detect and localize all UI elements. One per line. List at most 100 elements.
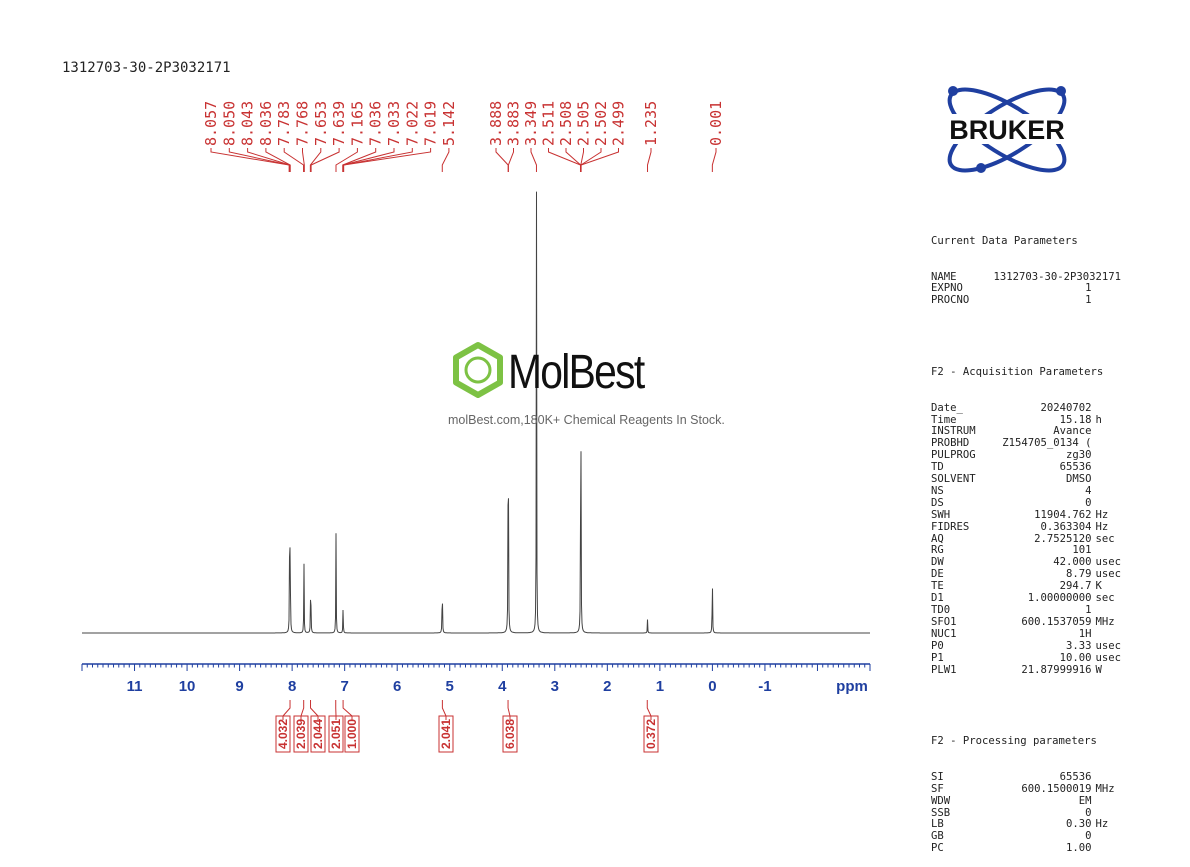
param-value: 600.1500019 xyxy=(986,784,1092,796)
peak-label: 7.019 xyxy=(422,101,440,146)
proc-params-header: F2 - Processing parameters xyxy=(931,736,1121,748)
x-axis-label: ppm xyxy=(836,678,868,695)
param-value: 20240702 xyxy=(986,403,1092,415)
peak-connector xyxy=(248,148,290,172)
peak-label: 7.033 xyxy=(385,101,403,146)
integral-value: 2.051 xyxy=(329,719,343,749)
param-unit xyxy=(1092,426,1121,438)
param-key: PLW1 xyxy=(931,665,986,677)
param-value: DMSO xyxy=(986,474,1092,486)
integral-connector xyxy=(508,700,510,720)
param-value: 0.363304 xyxy=(986,522,1092,534)
peak-connector xyxy=(581,148,618,172)
peak-connector xyxy=(531,148,536,172)
param-value: 1 xyxy=(986,295,1092,307)
tick-label: 6 xyxy=(393,678,401,695)
peak-label: 7.639 xyxy=(330,101,348,146)
param-key: PC xyxy=(931,843,986,855)
peak-label: 0.001 xyxy=(707,101,725,146)
tick-label: 8 xyxy=(288,678,296,695)
param-unit xyxy=(1092,843,1121,855)
peak-connector xyxy=(648,148,651,172)
tick-label: 7 xyxy=(340,678,348,695)
peak-label: 2.499 xyxy=(610,101,628,146)
integral-connector xyxy=(343,700,352,720)
peak-label: 7.036 xyxy=(367,101,385,146)
peak-label: 2.502 xyxy=(592,101,610,146)
peak-label: 7.165 xyxy=(348,101,366,146)
integral-value: 0.372 xyxy=(644,719,658,749)
benzene-hexagon-icon xyxy=(448,340,508,400)
integral-value: 6.038 xyxy=(503,719,517,749)
param-value: 1H xyxy=(986,629,1092,641)
peak-connector xyxy=(284,148,303,172)
peak-connector xyxy=(310,148,320,172)
tick-label: -1 xyxy=(758,678,771,695)
integral-value: 2.044 xyxy=(311,719,325,749)
param-key: SI xyxy=(931,772,986,784)
tick-label: 5 xyxy=(446,678,454,695)
param-unit xyxy=(1092,486,1121,498)
peak-label: 3.888 xyxy=(487,101,505,146)
peak-label: 7.022 xyxy=(403,101,421,146)
param-key: SF xyxy=(931,784,986,796)
param-value: 65536 xyxy=(986,772,1092,784)
peak-label: 7.768 xyxy=(294,101,312,146)
param-value: 0.30 xyxy=(986,819,1092,831)
param-unit: sec xyxy=(1092,534,1121,546)
watermark-brand: MolBest xyxy=(508,345,643,400)
param-key: PROCNO xyxy=(931,295,986,307)
tick-label: 3 xyxy=(551,678,559,695)
param-unit: h xyxy=(1092,415,1121,427)
param-unit: usec xyxy=(1091,653,1121,665)
peak-label: 8.057 xyxy=(202,101,220,146)
param-unit xyxy=(1092,283,1121,295)
peak-connector xyxy=(266,148,290,172)
tick-label: 0 xyxy=(708,678,716,695)
param-value: 600.1537059 xyxy=(986,617,1092,629)
param-unit xyxy=(1092,629,1121,641)
param-unit xyxy=(1092,831,1121,843)
peak-connector xyxy=(496,148,508,172)
peak-connector xyxy=(211,148,289,172)
param-unit xyxy=(1092,796,1121,808)
param-value: 3.33 xyxy=(986,641,1092,653)
param-value: 1.00 xyxy=(986,843,1092,855)
integral-connector xyxy=(283,700,290,720)
peak-label: 5.142 xyxy=(440,101,458,146)
param-unit: Hz xyxy=(1092,819,1121,831)
peak-label: 2.505 xyxy=(575,101,593,146)
param-unit: Hz xyxy=(1092,510,1121,522)
bruker-logo-text: BRUKER xyxy=(949,115,1065,145)
integral-value: 1.000 xyxy=(345,719,359,749)
param-unit xyxy=(1092,438,1121,450)
acq-params-header: F2 - Acquisition Parameters xyxy=(931,367,1121,379)
peak-label: 2.508 xyxy=(557,101,575,146)
param-unit xyxy=(1092,498,1121,510)
peak-label: 8.050 xyxy=(220,101,238,146)
peak-connector xyxy=(508,148,513,172)
peak-connector xyxy=(311,148,339,172)
peak-connector xyxy=(712,148,716,172)
peak-label: 3.883 xyxy=(505,101,523,146)
peak-label: 8.043 xyxy=(239,101,257,146)
param-value: 0 xyxy=(986,498,1092,510)
integral-connector xyxy=(301,700,304,720)
param-value: 11904.762 xyxy=(986,510,1092,522)
tick-label: 1 xyxy=(656,678,664,695)
